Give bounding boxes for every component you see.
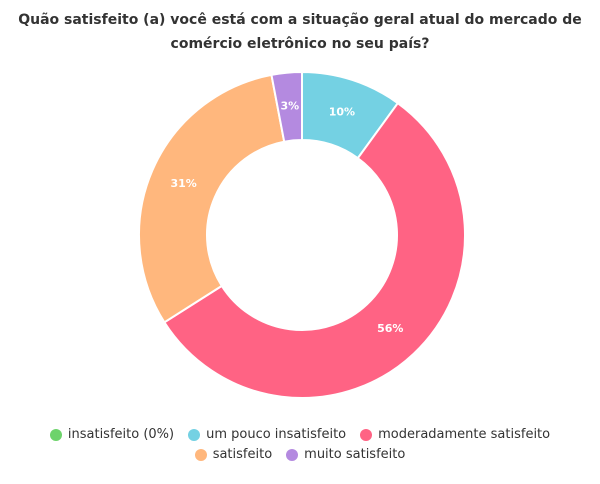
legend-label: insatisfeito (0%): [67, 427, 175, 442]
legend-item-um-pouco-insatisfeito[interactable]: um pouco insatisfeito: [188, 426, 346, 444]
donut-slice[interactable]: [138, 73, 286, 324]
chart-title: Quão satisfeito (a) você está com a situ…: [0, 8, 600, 56]
legend-swatch-icon: [194, 449, 207, 461]
chart-legend: insatisfeito (0%) um pouco insatisfeito …: [0, 426, 600, 464]
chart-title-line-1: Quão satisfeito (a) você está com a situ…: [18, 12, 582, 28]
legend-label: moderadamente satisfeito: [378, 427, 551, 442]
legend-swatch-icon: [286, 449, 299, 461]
legend-swatch-icon: [49, 429, 62, 441]
slice-data-label: 56%: [377, 322, 403, 335]
slice-data-label: 31%: [170, 177, 196, 190]
legend-label: um pouco insatisfeito: [206, 427, 347, 442]
legend-item-moderadamente-satisfeito[interactable]: moderadamente satisfeito: [360, 426, 550, 444]
slice-data-label: 10%: [329, 105, 355, 118]
legend-label: muito satisfeito: [304, 447, 406, 462]
legend-item-insatisfeito[interactable]: insatisfeito (0%): [49, 426, 175, 444]
donut-slice[interactable]: [270, 70, 303, 143]
legend-swatch-icon: [360, 429, 373, 441]
chart-title-line-2: comércio eletrônico no seu país?: [170, 36, 430, 52]
legend-item-satisfeito[interactable]: satisfeito: [194, 446, 273, 464]
legend-item-muito-satisfeito[interactable]: muito satisfeito: [286, 446, 405, 464]
legend-swatch-icon: [188, 429, 201, 441]
donut-slice[interactable]: [162, 101, 466, 399]
legend-label: satisfeito: [212, 447, 273, 462]
slice-data-label: 3%: [281, 100, 300, 113]
